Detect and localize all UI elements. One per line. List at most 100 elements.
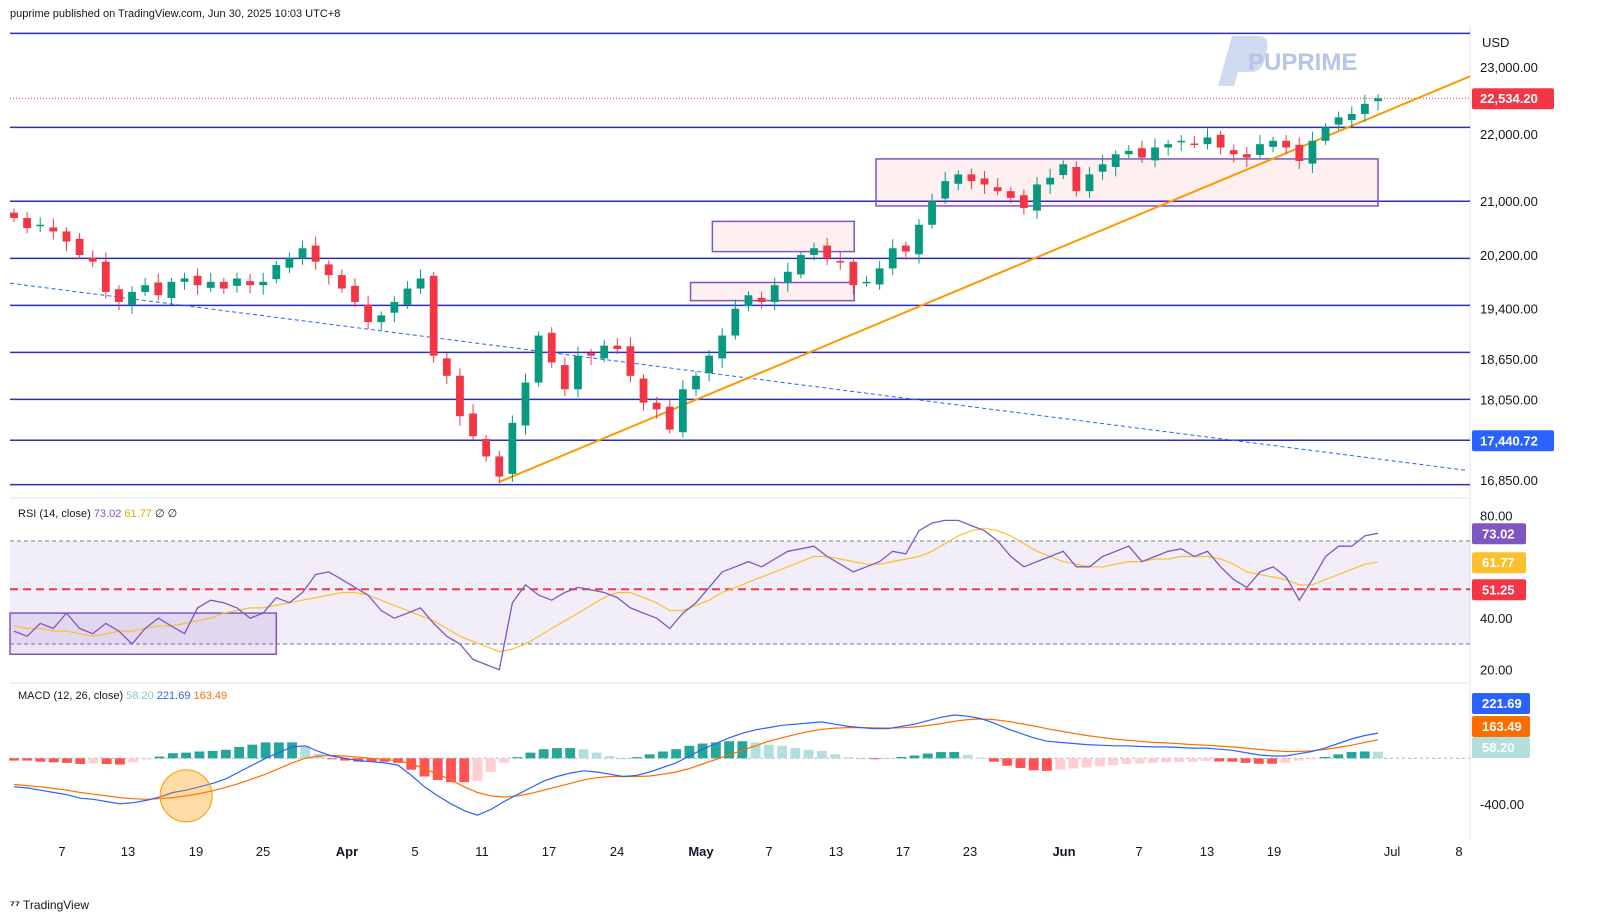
pane-labels: RSI (14, close) 73.02 61.77 ∅ ∅ MACD (12,…: [18, 508, 227, 702]
time-tick-2: 19: [189, 844, 203, 859]
candle-body-59: [783, 271, 792, 283]
macd-hist-bar-13: [181, 752, 192, 759]
candle-body-77: [1019, 195, 1028, 208]
puprime-logo-icon: PUPRIME: [1218, 36, 1357, 86]
macd-hist-bar-63: [843, 757, 854, 759]
zone-rectangles[interactable]: [689, 158, 1379, 302]
macd-hist-bar-88: [1174, 758, 1185, 763]
macd-hist-bar-58: [777, 745, 787, 759]
macd-hist-bar-74: [989, 758, 999, 762]
macd-hist-bar-78: [1042, 758, 1052, 771]
trend-lines[interactable]: [9, 75, 1471, 483]
candle-body-2: [36, 224, 45, 227]
candle-body-57: [757, 297, 766, 302]
rsi-badge-bg: [1472, 523, 1526, 545]
candle-body-44: [587, 353, 595, 356]
candle-body-74: [980, 178, 989, 185]
candle-body-66: [875, 268, 884, 285]
macd-hist-bar-101: [1346, 752, 1357, 759]
rsi-ma-badge: 61.77: [1482, 555, 1515, 570]
macd-hist-bar-27: [366, 758, 377, 762]
rsi-series: [13, 519, 1379, 671]
macd-badge: 221.69: [1482, 696, 1522, 711]
macd-hist-bar-60: [803, 749, 814, 759]
candle-body-98: [1295, 144, 1304, 161]
candle-body-21: [285, 258, 294, 268]
rsi-tick-2: 20.00: [1480, 663, 1513, 678]
candle-body-49: [652, 402, 661, 410]
price-tick-5: 18,650.00: [1480, 352, 1538, 367]
candle-body-35: [469, 413, 477, 437]
rsi-legend-part-4: ∅: [165, 508, 178, 520]
candle-body-52: [692, 375, 700, 390]
time-axis[interactable]: 7 13 19 25 Apr 5 11 17 24 May 7 13 17 23 Jun 7 13 19 Jul 8: [58, 844, 1462, 859]
time-tick-17: 19: [1267, 844, 1281, 859]
macd-hist-bar-72: [962, 754, 973, 759]
macd-hist-bar-24: [326, 758, 337, 760]
horizontal-levels[interactable]: [10, 32, 1470, 486]
candlestick-series: [10, 94, 1382, 484]
candle-body-103: [1360, 103, 1369, 114]
rsi-level-badge-bg: [1472, 579, 1526, 601]
candle-body-13: [180, 278, 189, 282]
level-price-badge: 17,440.72: [1480, 433, 1538, 448]
candle-body-18: [246, 281, 254, 286]
rsi-legend: RSI (14, close) 73.02 61.77 ∅ ∅: [18, 508, 177, 520]
rsi-tick-0: 80.00: [1480, 508, 1513, 523]
macd-hist-bar-97: [1293, 758, 1304, 761]
macd-hist-bar-76: [1015, 758, 1026, 768]
candle-body-37: [495, 456, 504, 477]
macd-hist-bar-68: [909, 755, 920, 759]
ascending-trendline: [498, 75, 1471, 483]
macd-hist-badge-bg: [1472, 737, 1530, 758]
currency-label: USD: [1482, 35, 1509, 50]
candle-body-15: [206, 281, 215, 288]
candle-body-9: [128, 291, 136, 305]
macd-legend-part-2: 221.69: [154, 690, 191, 702]
candle-body-27: [364, 304, 373, 323]
macd-hist-bar-62: [830, 754, 840, 759]
tradingview-logo[interactable]: ⁷⁷ TradingView: [10, 898, 89, 912]
candle-body-55: [731, 308, 740, 336]
macd-hist-bar-38: [512, 757, 523, 759]
macd-hist-bar-90: [1200, 758, 1211, 762]
macd-hist-bar-31: [419, 758, 430, 777]
candle-body-96: [1269, 140, 1277, 147]
rsi-ma-line: [13, 527, 1379, 653]
candle-body-100: [1321, 127, 1330, 141]
candle-body-70: [928, 201, 936, 225]
macd-hist-bar-47: [631, 757, 642, 759]
candle-body-36: [482, 438, 491, 457]
time-tick-15: 7: [1135, 844, 1142, 859]
macd-hist-bar-17: [234, 746, 245, 759]
candle-body-23: [311, 245, 320, 262]
candle-body-87: [1151, 147, 1159, 161]
candle-body-69: [915, 224, 923, 255]
time-tick-18: Jul: [1384, 844, 1401, 859]
macd-hist-bar-5: [75, 758, 86, 764]
time-tick-0: 7: [58, 844, 65, 859]
candle-body-51: [678, 389, 687, 433]
candle-body-60: [797, 254, 805, 275]
macd-hist-bar-12: [167, 753, 178, 759]
candle-body-48: [639, 378, 648, 403]
macd-hist-bar-54: [724, 741, 735, 759]
time-tick-12: 17: [896, 844, 910, 859]
candle-body-64: [849, 261, 858, 286]
macd-hist-bar-51: [684, 745, 695, 759]
macd-hist-bar-37: [499, 758, 509, 763]
macd-hist-bar-92: [1227, 758, 1238, 762]
candle-body-40: [534, 335, 543, 383]
candle-body-43: [574, 355, 582, 390]
macd-hist-bar-95: [1267, 758, 1277, 764]
macd-hist-bar-49: [657, 751, 668, 759]
candle-body-20: [272, 265, 281, 280]
rsi-badge: 73.02: [1482, 526, 1515, 541]
candle-body-94: [1242, 154, 1251, 158]
macd-hist-bar-84: [1121, 758, 1132, 764]
price-axis[interactable]: USD 23,000.00 22,000.00 21,000.00 20,200.00 1…: [1472, 35, 1554, 812]
candle-body-17: [233, 278, 241, 286]
candle-body-72: [954, 174, 963, 184]
candle-body-88: [1164, 144, 1173, 148]
